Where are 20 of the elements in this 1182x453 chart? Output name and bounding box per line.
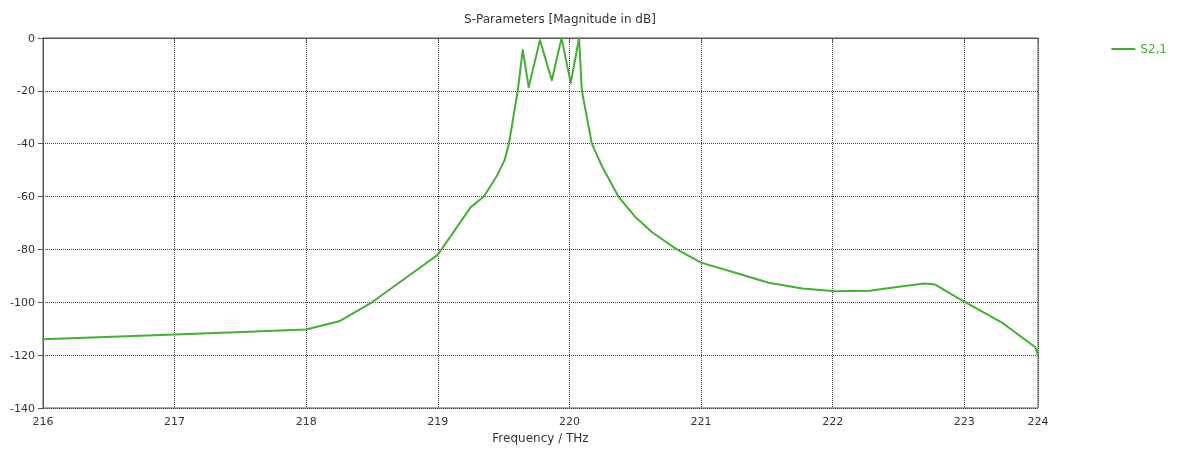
y-tick-label: -100 — [10, 295, 35, 309]
y-tick-label: -20 — [17, 84, 35, 98]
x-tick-label: 218 — [295, 415, 317, 428]
legend-label: S2,1 — [1140, 42, 1167, 56]
x-tick-label: 224 — [1027, 415, 1049, 428]
x-tick-label: 216 — [32, 415, 54, 428]
y-tick-label: -60 — [17, 190, 35, 204]
x-tick-label: 219 — [427, 415, 449, 428]
x-tick-label: 222 — [822, 415, 844, 428]
y-tick-label: -40 — [17, 137, 35, 151]
y-tick-label: -120 — [10, 348, 35, 362]
x-tick-label: 221 — [690, 415, 712, 428]
y-tick-label: 0 — [28, 31, 35, 45]
x-tick-label: 223 — [953, 415, 975, 428]
y-tick-label: -80 — [17, 242, 35, 256]
x-axis-title: Frequency / THz — [492, 431, 589, 445]
x-tick-label: 217 — [164, 415, 186, 428]
x-tick-label: 220 — [558, 415, 580, 428]
y-tick-label: -140 — [10, 401, 35, 415]
chart-title: S-Parameters [Magnitude in dB] — [464, 12, 656, 26]
